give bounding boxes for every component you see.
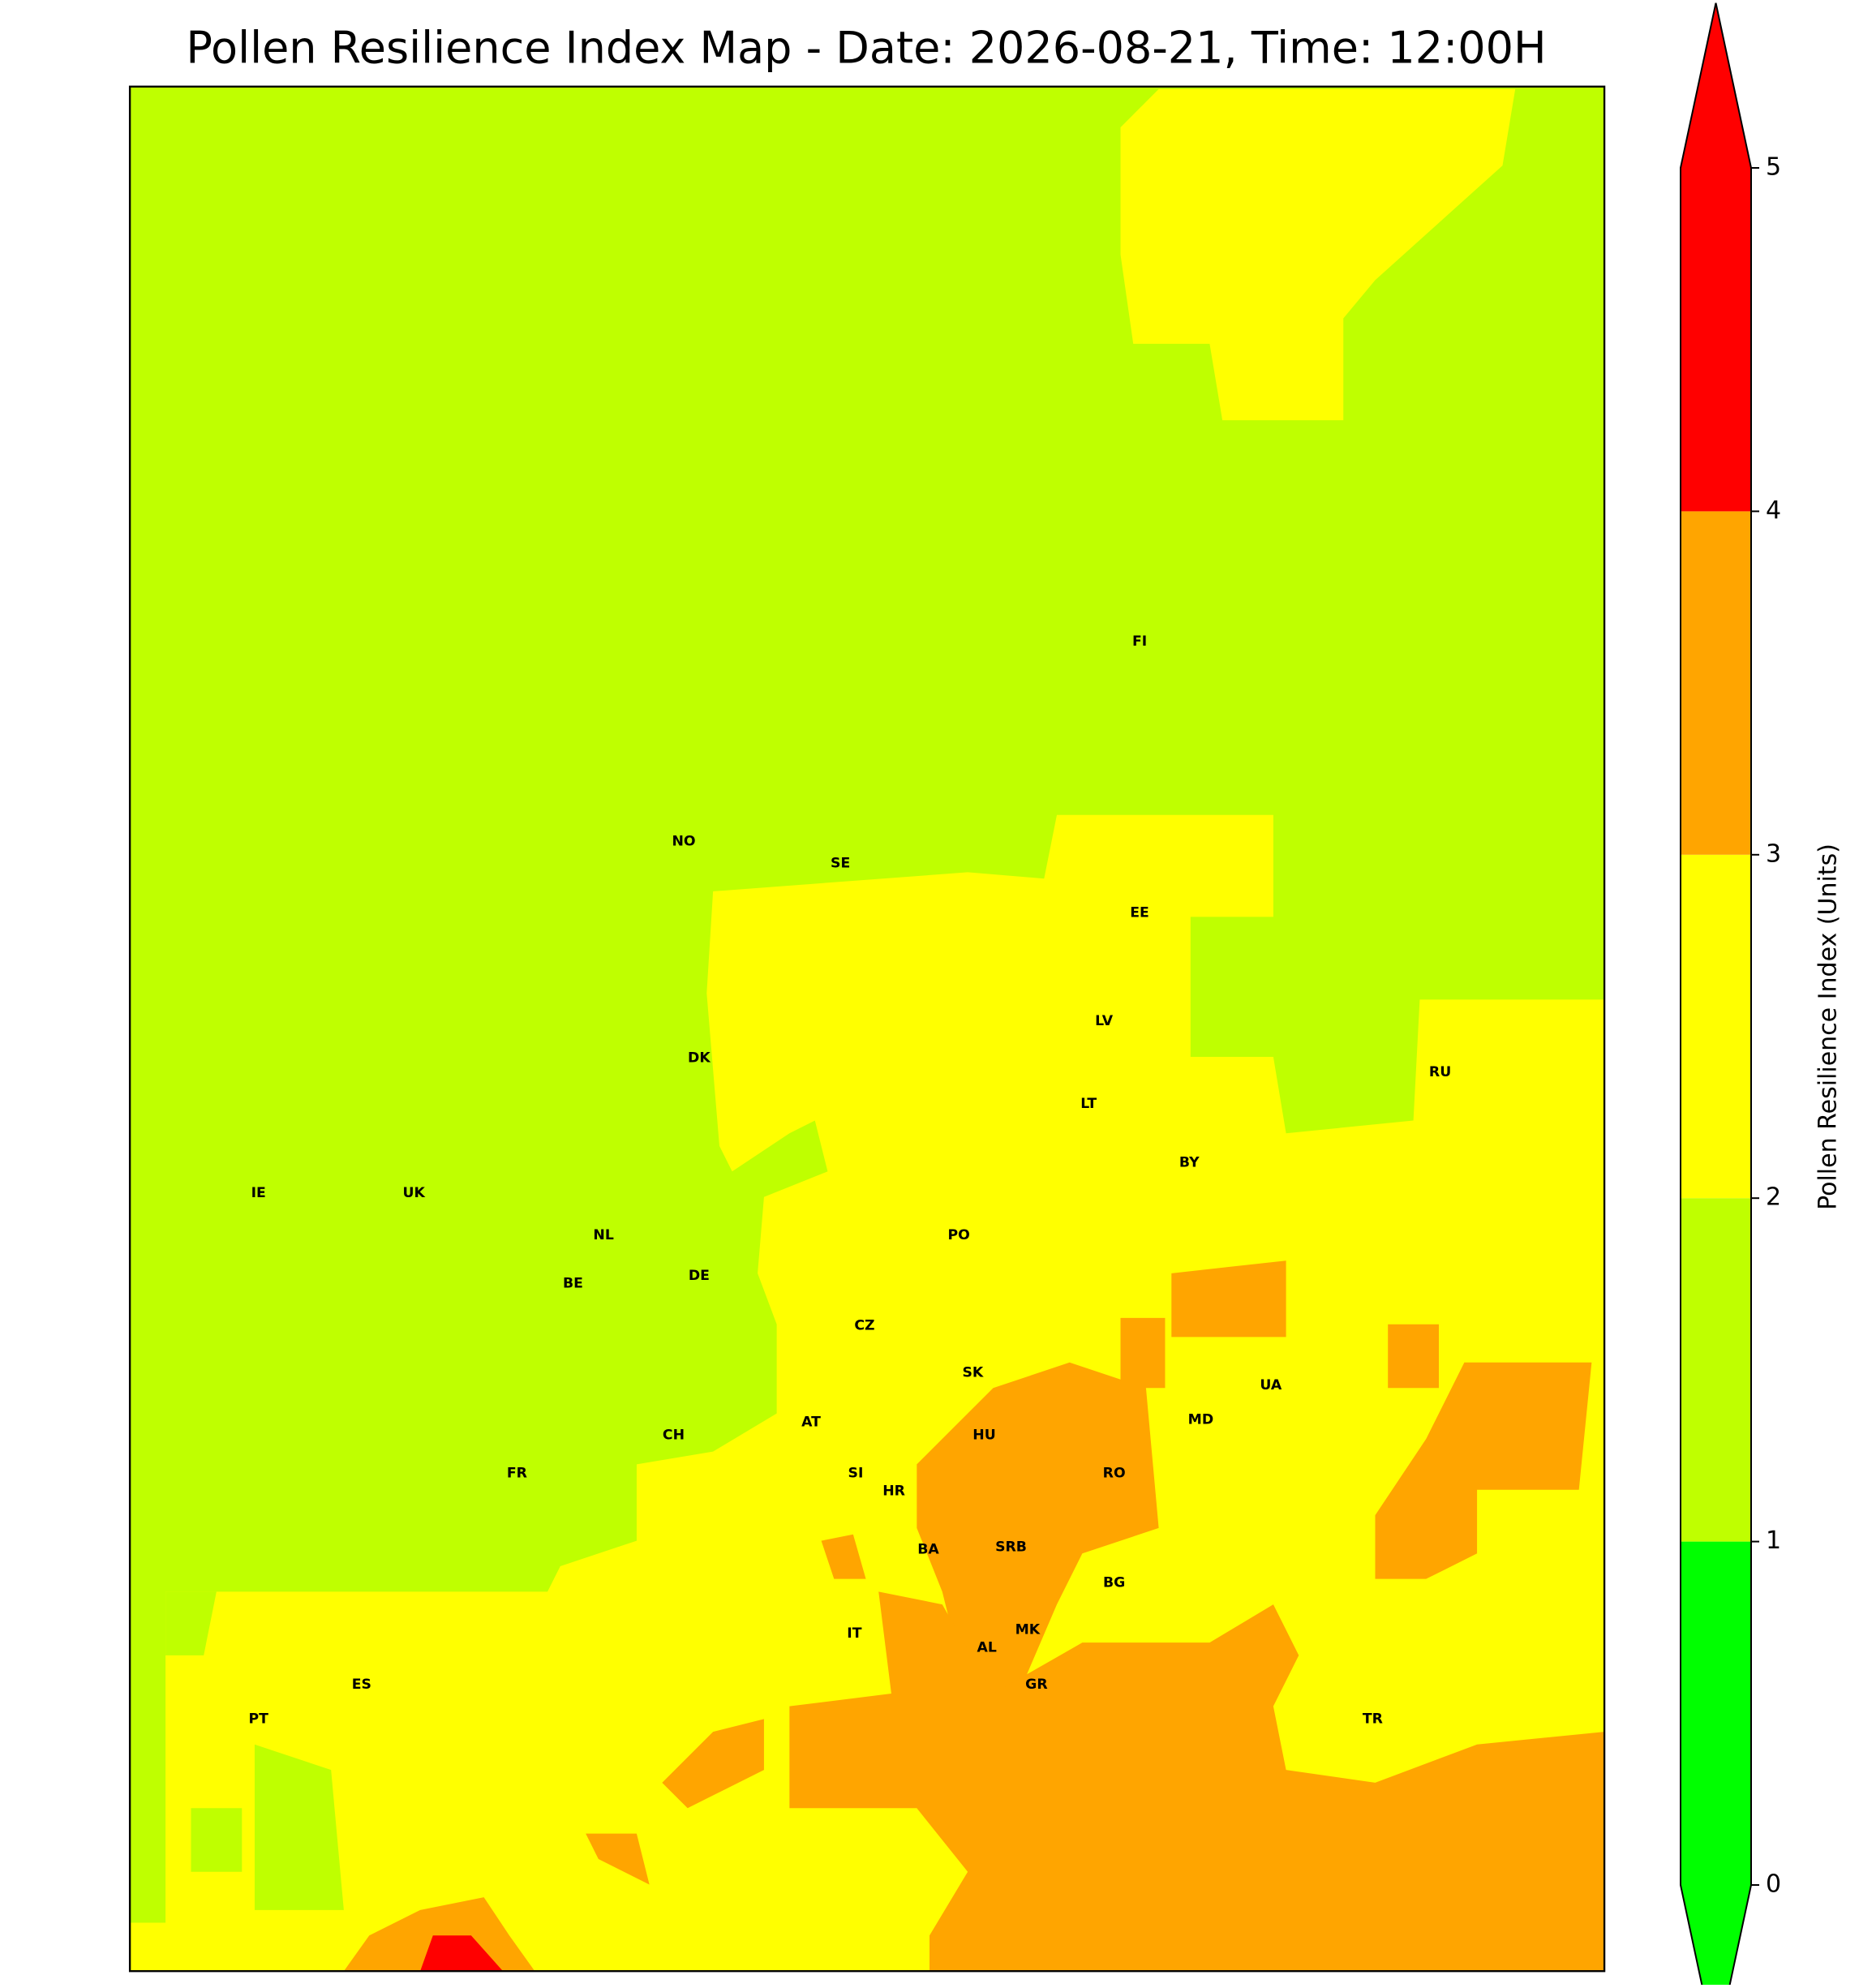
country-label: NL [593,1227,613,1243]
country-label: IE [251,1185,266,1201]
country-label: ES [352,1677,371,1693]
country-label: LT [1080,1096,1097,1112]
country-label: UA [1260,1377,1282,1393]
country-label: DK [688,1050,711,1067]
country-label: MK [1015,1621,1041,1638]
country-label: NO [672,834,695,850]
country-label: SI [848,1465,864,1481]
country-label: EE [1130,905,1149,921]
colorbar: Pollen Resilience Index (Units) 0 1 2 3 4 5 [1680,2,1843,1988]
colorbar-tick-label: 1 [1766,1526,1781,1555]
colorbar-tick-label: 2 [1766,1183,1781,1212]
country-label: BY [1179,1154,1200,1170]
country-label: HU [972,1427,995,1443]
country-label: PO [947,1227,969,1243]
country-label: SE [831,855,850,871]
country-label: FI [1132,633,1147,650]
high-zone [343,1260,1605,1972]
colorbar-extend-under [1681,1885,1751,1988]
map-title: Pollen Resilience Index Map - Date: 2026… [186,23,1546,74]
very-high-zone [420,1935,504,1972]
map-field [130,86,1605,1972]
map-frame [128,85,1606,1973]
country-label: BA [917,1542,939,1558]
country-label: TR [1363,1711,1383,1727]
country-label: FR [507,1465,527,1481]
country-label: LV [1095,1013,1114,1029]
country-label: PT [248,1711,268,1727]
colorbar-segment [1681,1198,1751,1542]
country-label: RU [1429,1064,1451,1080]
colorbar-label: Pollen Resilience Index (Units) [1814,844,1843,1210]
colorbar-extend-over [1681,2,1751,168]
country-label: CH [663,1427,685,1443]
country-label: MD [1188,1411,1213,1428]
colorbar-tick-label: 3 [1766,839,1781,868]
country-label: SRB [995,1539,1027,1555]
country-label: SK [963,1364,984,1380]
country-label: CZ [854,1317,874,1333]
country-label: AL [977,1639,997,1655]
country-label: DE [689,1268,710,1284]
country-label: UK [403,1185,426,1201]
colorbar-segment [1681,511,1751,855]
country-labels: NO SE FI EE LV LT RU BY DK IE UK NL BE DE PO CZ SK UA AT CH… [248,633,1451,1727]
colorbar-tick-label: 0 [1766,1870,1781,1899]
country-label: IT [847,1625,861,1642]
low-patch [165,1591,344,1910]
country-label: AT [801,1415,821,1431]
colorbar-segment [1681,854,1751,1199]
map: NO SE FI EE LV LT RU BY DK IE UK NL BE DE PO CZ SK UA AT CH… [128,85,1606,1973]
country-label: RO [1103,1465,1126,1481]
country-label: BG [1103,1574,1125,1591]
colorbar-segment [1681,1541,1751,1885]
colorbar-tick-label: 4 [1766,496,1781,525]
colorbar-segment [1681,168,1751,512]
country-label: HR [882,1483,905,1499]
colorbar-tick-label: 5 [1766,153,1781,182]
country-label: GR [1025,1677,1047,1693]
country-label: BE [563,1275,583,1291]
